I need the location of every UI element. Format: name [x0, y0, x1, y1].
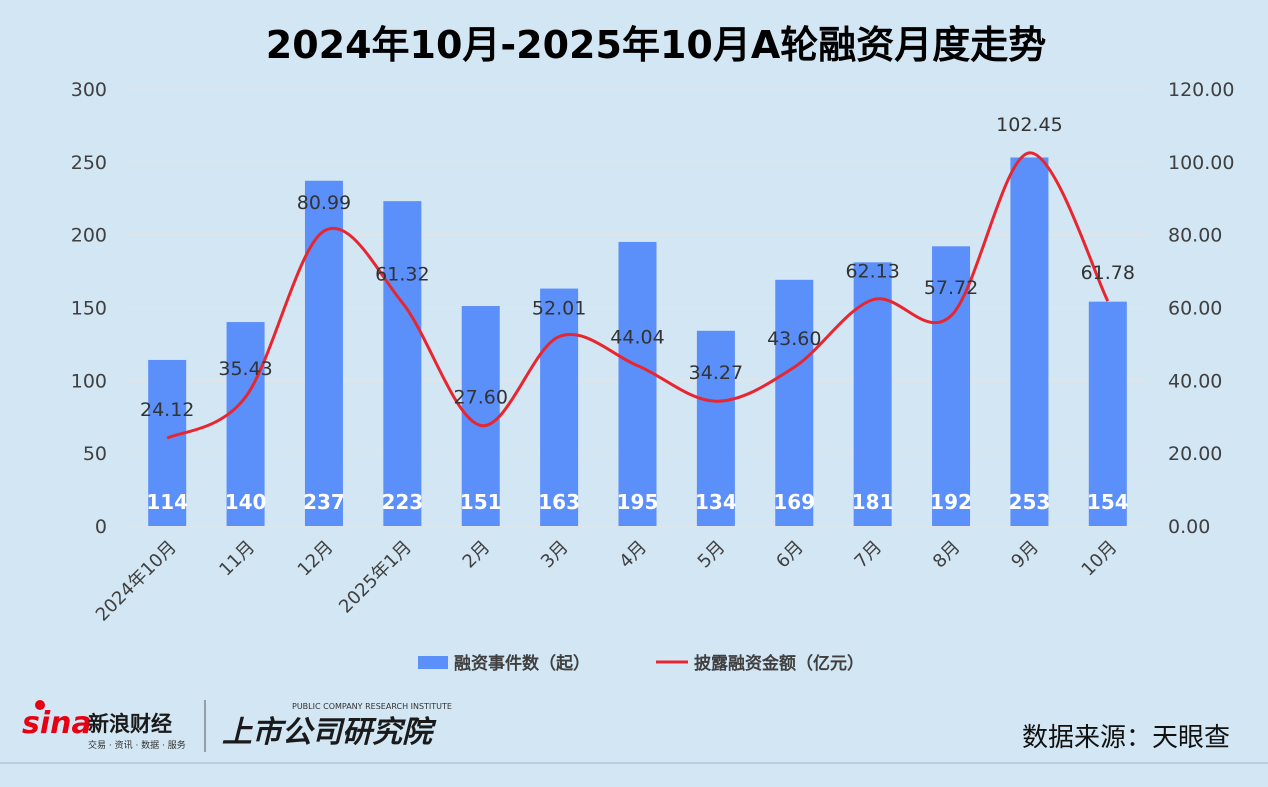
y-left-tick-label: 200 — [71, 225, 107, 247]
line-path — [166, 151, 1110, 440]
legend-swatch-bars — [418, 656, 448, 669]
bar — [540, 288, 579, 526]
bar — [696, 330, 735, 526]
bar — [148, 359, 187, 526]
bar — [1088, 301, 1127, 526]
bar-value-label: 253 — [1009, 490, 1051, 514]
bar-value-label: 195 — [617, 490, 659, 514]
institute-logo: PUBLIC COMPANY RESEARCH INSTITUTE 上市公司研究… — [222, 702, 452, 750]
line-labels: 24.12 35.43 80.99 61.32 27.60 52.01 44.04 34.27… — [140, 114, 1135, 421]
y-right-tick-label: 120.00 — [1168, 79, 1234, 101]
x-tick-label: 10月 — [1078, 537, 1122, 581]
x-tick-label: 2月 — [459, 537, 495, 573]
institute-name: 上市公司研究院 — [222, 715, 437, 750]
line-value-label: 62.13 — [845, 261, 899, 283]
x-tick-label: 8月 — [929, 537, 965, 573]
bar-series — [148, 157, 1127, 527]
bar-value-label: 134 — [695, 490, 737, 514]
y-right-tick-label: 60.00 — [1168, 298, 1222, 320]
line-value-label: 61.78 — [1081, 262, 1135, 284]
x-tick-label: 12月 — [294, 537, 338, 581]
x-tick-label: 3月 — [537, 537, 573, 573]
bar-value-label: 223 — [381, 490, 423, 514]
x-tick-label: 2025年1月 — [335, 537, 416, 618]
x-tick-label: 4月 — [615, 537, 651, 573]
sina-brand-name: 新浪财经 — [88, 712, 172, 736]
line-value-label: 61.32 — [375, 264, 429, 286]
bar-value-label: 154 — [1087, 490, 1129, 514]
x-tick-label: 5月 — [694, 537, 730, 573]
chart-title: 2024年10月-2025年10月A轮融资月度走势 — [266, 23, 1046, 67]
x-tick-label: 6月 — [772, 537, 808, 573]
y-axis-left: 0 50 100 150 200 250 300 — [71, 79, 107, 538]
institute-en: PUBLIC COMPANY RESEARCH INSTITUTE — [292, 702, 452, 711]
bar — [853, 262, 892, 526]
sina-eye-icon — [35, 700, 45, 710]
line-value-label: 35.43 — [218, 358, 272, 380]
bar — [383, 201, 422, 526]
line-value-label: 52.01 — [532, 298, 586, 320]
line-value-label: 34.27 — [689, 362, 743, 384]
sina-wordmark: sina — [22, 706, 92, 741]
bar — [618, 241, 657, 526]
bar — [775, 279, 814, 526]
y-left-tick-label: 100 — [71, 370, 107, 392]
bar-value-label: 140 — [225, 490, 267, 514]
y-left-tick-label: 0 — [95, 516, 107, 538]
x-tick-label: 2024年10月 — [92, 537, 181, 626]
y-right-tick-label: 100.00 — [1168, 152, 1234, 174]
bar-value-label: 181 — [852, 490, 894, 514]
bar-labels: 114 140 237 223 151 163 195 134 169 181 192 253 154 — [146, 490, 1128, 514]
y-axis-right: 0.00 20.00 40.00 60.00 80.00 100.00 120.00 — [1168, 79, 1234, 538]
x-tick-label: 9月 — [1007, 537, 1043, 573]
y-left-tick-label: 150 — [71, 298, 107, 320]
x-tick-label: 7月 — [851, 537, 887, 573]
bar-value-label: 114 — [146, 490, 188, 514]
line-series — [166, 151, 1110, 440]
y-right-tick-label: 20.00 — [1168, 443, 1222, 465]
sina-logo: sina 新浪财经 交易 · 资讯 · 数据 · 服务 — [22, 700, 186, 751]
sina-brand-sub: 交易 · 资讯 · 数据 · 服务 — [88, 739, 186, 751]
bar-value-label: 151 — [460, 490, 502, 514]
line-value-label: 80.99 — [297, 192, 351, 214]
bar-value-label: 163 — [538, 490, 580, 514]
line-value-label: 57.72 — [924, 277, 978, 299]
x-tick-label: 11月 — [215, 537, 259, 581]
line-value-label: 44.04 — [610, 327, 664, 349]
y-right-tick-label: 0.00 — [1168, 516, 1210, 538]
legend-label-line: 披露融资金额（亿元） — [694, 653, 864, 674]
y-left-tick-label: 250 — [71, 152, 107, 174]
line-value-label: 27.60 — [454, 386, 508, 408]
bar — [1010, 157, 1049, 527]
y-right-tick-label: 80.00 — [1168, 225, 1222, 247]
bar — [226, 322, 265, 526]
y-left-tick-label: 300 — [71, 79, 107, 101]
bar-value-label: 169 — [773, 490, 815, 514]
line-value-label: 43.60 — [767, 328, 821, 350]
legend-label-bars: 融资事件数（起） — [454, 653, 590, 674]
bar-value-label: 237 — [303, 490, 345, 514]
line-value-label: 24.12 — [140, 399, 194, 421]
y-left-tick-label: 50 — [83, 443, 107, 465]
bar-value-label: 192 — [930, 490, 972, 514]
legend: 融资事件数（起） 披露融资金额（亿元） — [418, 653, 864, 674]
bar — [304, 180, 343, 526]
data-source: 数据来源：天眼查 — [1022, 723, 1230, 753]
line-value-label: 102.45 — [996, 114, 1062, 136]
y-right-tick-label: 40.00 — [1168, 370, 1222, 392]
